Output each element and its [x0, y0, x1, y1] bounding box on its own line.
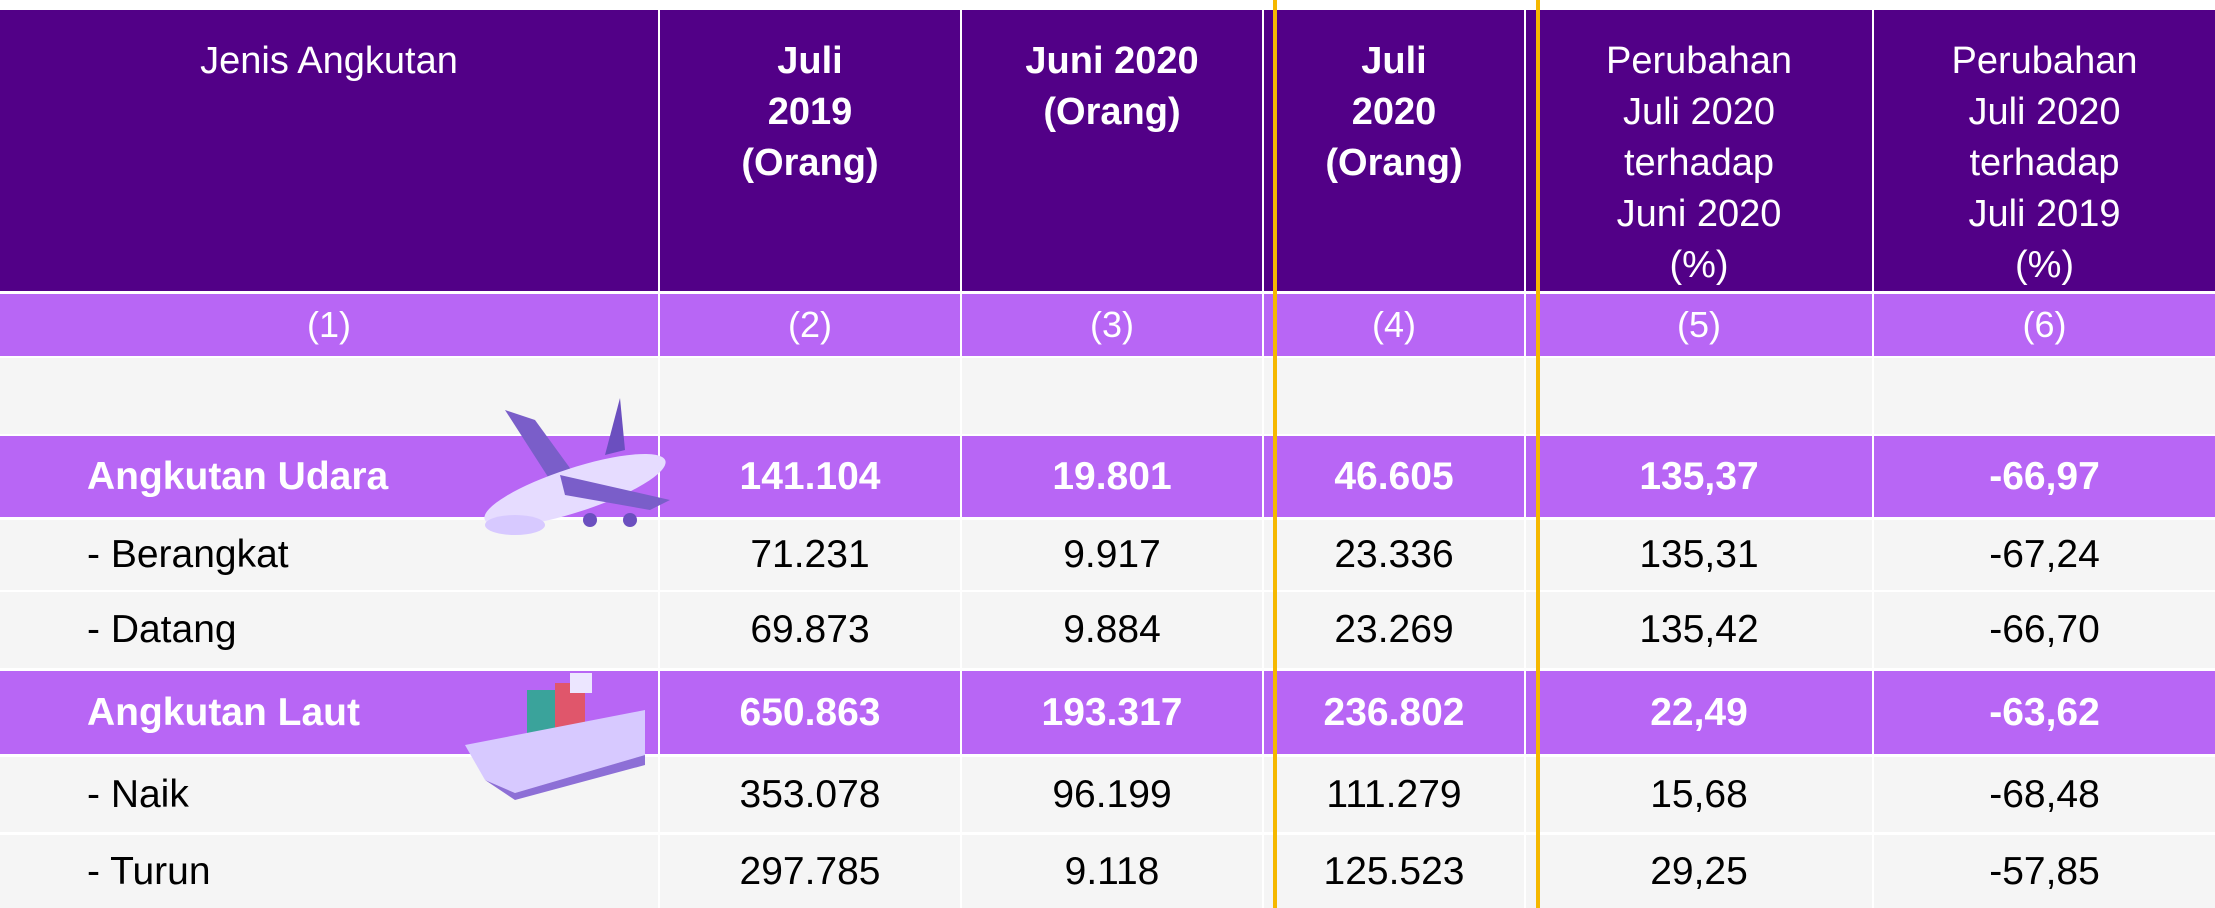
- value-cell: 23.269: [1264, 592, 1524, 668]
- header-line: Perubahan: [1606, 40, 1792, 82]
- header-line: Juni 2020: [1616, 193, 1782, 235]
- header-line: Juni 2020: [1025, 40, 1199, 82]
- header-line: (%): [2014, 244, 2075, 286]
- value-cell: 9.884: [962, 592, 1262, 668]
- label-cell: - Turun: [0, 835, 658, 908]
- empty-cell: [1874, 358, 2215, 434]
- empty-cell: [660, 358, 960, 434]
- value-cell: 111.279: [1264, 757, 1524, 832]
- value-cell: -67,24: [1874, 520, 2215, 590]
- header-line: Jenis Angkutan: [200, 40, 458, 82]
- index-cell: (2): [660, 294, 960, 356]
- header-cell: Jenis Angkutan: [0, 10, 658, 291]
- value-cell: -57,85: [1874, 835, 2215, 908]
- header-line: Juli 2020: [1622, 91, 1776, 133]
- value-cell: 9.118: [962, 835, 1262, 908]
- header-line: 2020: [1351, 91, 1437, 133]
- ship-icon: [465, 673, 645, 800]
- value-cell: 23.336: [1264, 520, 1524, 590]
- value-cell: 46.605: [1264, 436, 1524, 517]
- airplane-icon: [484, 398, 670, 535]
- value-cell: 650.863: [660, 671, 960, 754]
- header-cell: Juli 2019 (Orang): [660, 10, 960, 291]
- value-cell: 125.523: [1264, 835, 1524, 908]
- header-line: terhadap: [1969, 142, 2120, 184]
- value-cell: 69.873: [660, 592, 960, 668]
- highlight-line: [1273, 0, 1277, 908]
- value-cell: 96.199: [962, 757, 1262, 832]
- empty-cell: [962, 358, 1262, 434]
- header-line: Juli: [1361, 40, 1427, 82]
- value-cell: 141.104: [660, 436, 960, 517]
- header-line: Juli: [777, 40, 843, 82]
- header-line: (%): [1669, 244, 1729, 286]
- header-line: Juli 2020: [1968, 91, 2121, 133]
- value-cell: 9.917: [962, 520, 1262, 590]
- empty-cell: [1264, 358, 1524, 434]
- index-cell: (4): [1264, 294, 1524, 356]
- value-cell: 353.078: [660, 757, 960, 832]
- header-line: terhadap: [1623, 142, 1774, 184]
- index-cell: (3): [962, 294, 1262, 356]
- header-line: (Orang): [1325, 142, 1463, 184]
- value-cell: 135,42: [1526, 592, 1872, 668]
- value-cell: 193.317: [962, 671, 1262, 754]
- header-cell: Juli 2020 (Orang): [1264, 10, 1524, 291]
- header-line: (Orang): [1043, 91, 1181, 133]
- label-cell: - Berangkat: [0, 520, 658, 590]
- value-cell: 135,31: [1526, 520, 1872, 590]
- index-cell: (1): [0, 294, 658, 356]
- header-line: 2019: [767, 91, 853, 133]
- label-cell: - Datang: [0, 592, 658, 668]
- index-cell: (6): [1874, 294, 2215, 356]
- header-cell: Perubahan Juli 2020 terhadap Juni 2020 (%): [1526, 10, 1872, 291]
- highlight-line: [1536, 0, 1540, 908]
- value-cell: -66,97: [1874, 436, 2215, 517]
- header-cell: Perubahan Juli 2020 terhadap Juli 2019 (%): [1874, 10, 2215, 291]
- header-cell: Juni 2020 (Orang): [962, 10, 1262, 291]
- index-cell: (5): [1526, 294, 1872, 356]
- value-cell: -68,48: [1874, 757, 2215, 832]
- value-cell: -66,70: [1874, 592, 2215, 668]
- value-cell: 15,68: [1526, 757, 1872, 832]
- header-line: (Orang): [741, 142, 879, 184]
- empty-cell: [1526, 358, 1872, 434]
- value-cell: 29,25: [1526, 835, 1872, 908]
- value-cell: -63,62: [1874, 671, 2215, 754]
- value-cell: 19.801: [962, 436, 1262, 517]
- value-cell: 22,49: [1526, 671, 1872, 754]
- value-cell: 236.802: [1264, 671, 1524, 754]
- header-line: Perubahan: [1951, 40, 2138, 82]
- value-cell: 135,37: [1526, 436, 1872, 517]
- value-cell: 297.785: [660, 835, 960, 908]
- value-cell: 71.231: [660, 520, 960, 590]
- empty-cell: [0, 358, 658, 434]
- header-line: Juli 2019: [1968, 193, 2121, 235]
